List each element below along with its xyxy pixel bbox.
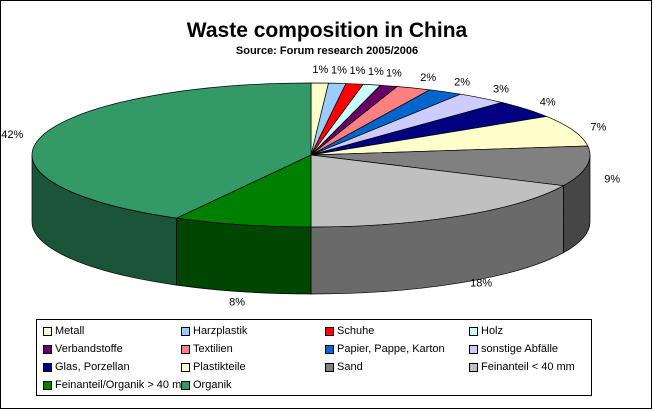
data-label-sonstige-abf-lle: 3% (493, 84, 509, 96)
legend-swatch (469, 363, 478, 372)
legend-label: Sand (337, 361, 363, 373)
data-label-harzplastik: 1% (331, 64, 347, 76)
legend-label: Organik (193, 379, 232, 391)
data-label-organik: 42% (1, 129, 23, 141)
chart-subtitle: Source: Forum research 2005/2006 (235, 45, 419, 57)
data-label-schuhe: 1% (350, 65, 366, 77)
pie-slice-feinanteil-40-mm (310, 154, 565, 228)
legend-swatch (181, 345, 190, 354)
legend-swatch (43, 363, 52, 372)
chart-title: Waste composition in China (186, 19, 468, 42)
pie-side-feinanteil-organik-40-mm (176, 217, 312, 295)
legend-swatch (325, 363, 334, 372)
legend-swatch (43, 327, 52, 336)
legend-label: Schuhe (337, 325, 375, 337)
data-label-metall: 1% (312, 64, 328, 76)
legend-swatch (181, 363, 190, 372)
pie-slice-organik (31, 82, 312, 219)
chart-legend: Metall Harzplastik Schuhe Holz Verbandstoffe… (36, 319, 592, 396)
legend-label: Plastikteile (193, 361, 246, 373)
data-label-sand: 9% (604, 174, 620, 186)
data-label-glas-porzellan: 4% (540, 97, 556, 109)
pie-top (31, 82, 591, 228)
legend-label: Feinanteil/Organik > 40 mm (55, 379, 191, 391)
legend-label: Glas, Porzellan (55, 361, 130, 373)
data-label-verbandstoffe: 1% (386, 67, 402, 79)
data-label-feinanteil-40-mm: 18% (470, 278, 492, 290)
legend-swatch (469, 327, 478, 336)
pie-slice-feinanteil-organik-40-mm (175, 154, 312, 228)
legend-label: Feinanteil < 40 mm (481, 361, 575, 373)
legend-label: Verbandstoffe (55, 343, 123, 355)
legend-swatch (181, 381, 190, 390)
legend-label: Papier, Pappe, Karton (337, 343, 445, 355)
legend-swatch (325, 327, 334, 336)
legend-swatch (325, 345, 334, 354)
legend-label: sonstige Abfälle (481, 343, 559, 355)
legend-label: Holz (481, 325, 504, 337)
legend-swatch (181, 327, 190, 336)
legend-label: Harzplastik (193, 325, 248, 337)
legend-label: Textilien (193, 343, 233, 355)
legend-swatch (43, 381, 52, 390)
data-label-textilien: 2% (420, 72, 436, 84)
pie-slice-plastikteile (310, 116, 589, 156)
data-label-holz: 1% (368, 66, 384, 78)
data-label-feinanteil-organik-40-mm: 8% (229, 296, 245, 308)
pie-labels: 1% 1% 1% 1% 1% 2% 2%3%4%7%9%18%8%42% (1, 64, 620, 308)
data-label-plastikteile: 7% (590, 122, 606, 134)
pie-sides (31, 154, 591, 295)
legend-label: Metall (55, 325, 85, 337)
legend-swatch (43, 345, 52, 354)
data-label-papier-pappe-karton: 2% (454, 76, 470, 88)
legend-swatch (469, 345, 478, 354)
pie-slice-sand (310, 145, 591, 187)
